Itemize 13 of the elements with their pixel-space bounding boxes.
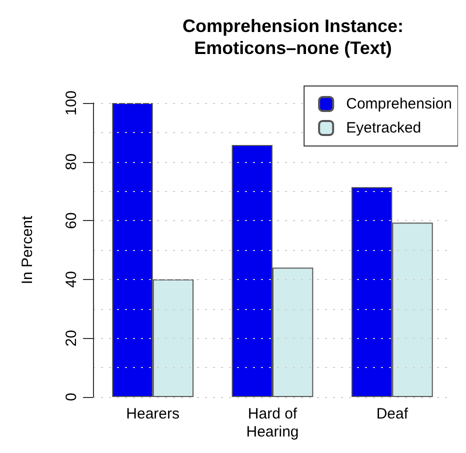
y-tick-label: 100 <box>63 90 80 116</box>
legend-label: Comprehension <box>346 96 452 112</box>
y-tick-label: 40 <box>63 271 80 288</box>
y-tick-label: 20 <box>63 330 80 347</box>
y-tick-label: 80 <box>63 153 80 170</box>
legend-label: Eyetracked <box>346 120 422 136</box>
y-axis-title: In Percent <box>19 214 36 284</box>
x-tick-label: Hard of Hearing <box>246 406 299 440</box>
x-tick-label: Hearers <box>126 406 180 422</box>
x-tick-label: Deaf <box>376 406 409 422</box>
y-tick-label: 60 <box>63 212 80 229</box>
y-tick-label: 0 <box>63 392 80 402</box>
chart-title: Comprehension Instance: Emoticons–none (Text) <box>182 16 404 58</box>
